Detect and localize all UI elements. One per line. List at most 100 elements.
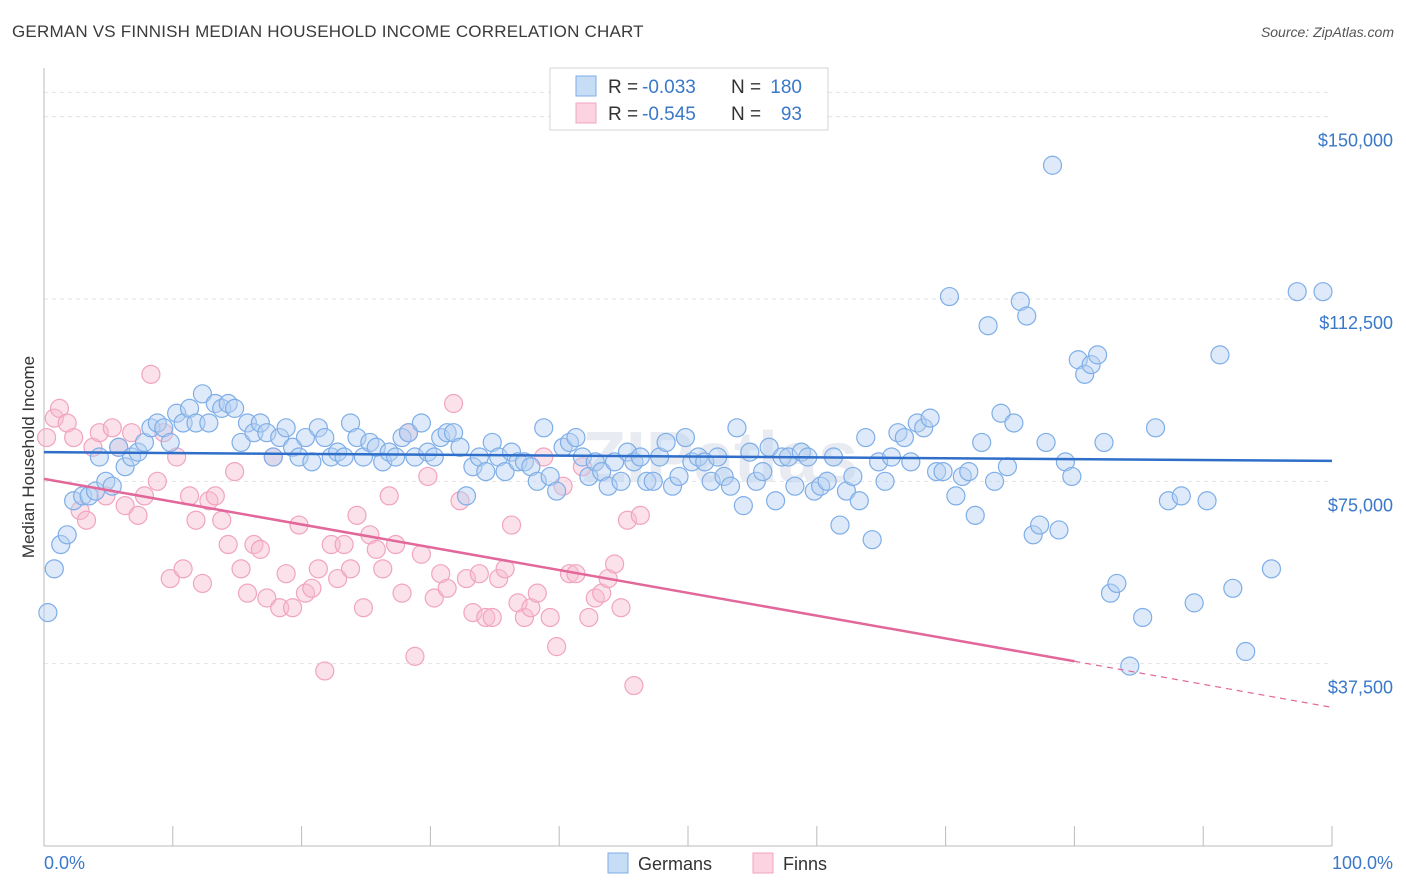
germans-point [289, 447, 309, 467]
bottom-legend: Germans Finns [607, 852, 827, 874]
finns-point [276, 564, 296, 584]
germans-point [740, 442, 760, 462]
germans-point [1075, 364, 1095, 384]
legend-n-value-germans: 180 [770, 77, 802, 98]
finns-point [173, 559, 193, 579]
germans-point [192, 384, 213, 404]
germans-point [604, 452, 625, 472]
germans-point [733, 496, 753, 516]
germans-point [386, 447, 406, 467]
germans-point [64, 491, 84, 511]
germans-point [547, 481, 567, 501]
finns-point [308, 559, 328, 579]
legend-swatch-germans [575, 75, 597, 97]
germans-point [643, 471, 663, 491]
finns-point [534, 447, 554, 467]
germans-point [746, 471, 766, 491]
germans-point [765, 491, 786, 511]
finns-point [154, 423, 174, 443]
germans-point [1184, 593, 1204, 613]
finns-point [141, 364, 161, 384]
germans-point [411, 413, 431, 433]
germans-point [57, 525, 77, 545]
finns-point [379, 486, 399, 506]
finns-point [44, 408, 64, 428]
germans-point [920, 408, 940, 428]
germans-point [1023, 525, 1043, 545]
germans-point [946, 486, 966, 506]
finns-point [89, 423, 109, 443]
finns-trend-extension [1074, 660, 1333, 709]
germans-points [38, 155, 1333, 676]
finns-point [443, 393, 464, 414]
finns-point [482, 607, 502, 628]
finns-point [347, 505, 367, 525]
germans-point [656, 432, 676, 453]
finns-point [469, 564, 489, 584]
bottom-legend-swatch-germans [607, 852, 629, 874]
finns-points [36, 364, 650, 696]
legend-r-value-germans: -0.033 [642, 77, 696, 98]
germans-point [817, 471, 837, 491]
germans-point [225, 398, 245, 418]
germans-point [398, 423, 419, 443]
germans-point [1087, 345, 1108, 365]
finns-point [540, 607, 560, 628]
finns-trend-line [43, 477, 1075, 663]
finns-point [630, 505, 650, 525]
germans-point [501, 442, 522, 462]
germans-point [308, 418, 328, 438]
legend-r-label-germans: R = [608, 77, 638, 98]
germans-point [527, 471, 547, 491]
finns-point [463, 602, 483, 623]
germans-point [1210, 345, 1230, 365]
germans-point [727, 418, 747, 438]
germans-point [270, 427, 290, 448]
legend-n-label-germans: N = [731, 77, 761, 98]
finns-point [115, 496, 135, 516]
legend: R = -0.033 N = 180 R = -0.545 N = 93 [549, 67, 829, 131]
germans-point [1081, 355, 1101, 375]
y-tick-label: $37,500 [1328, 678, 1393, 698]
finns-point [76, 510, 97, 530]
germans-point [334, 447, 354, 467]
germans-point [637, 471, 657, 491]
legend-n-label-finns: N = [731, 104, 761, 125]
finns-point [257, 588, 277, 608]
germans-point [926, 461, 947, 482]
germans-point [1158, 491, 1179, 511]
germans-point [257, 423, 277, 443]
germans-point [1133, 607, 1153, 628]
finns-point [64, 427, 84, 448]
germans-point [1145, 418, 1166, 438]
germans-point [894, 427, 914, 448]
chart-source: Source: ZipAtlas.com [1260, 24, 1394, 40]
germans-point [997, 457, 1018, 477]
finns-point [547, 637, 567, 657]
germans-point [1197, 491, 1217, 511]
germans-point [115, 457, 135, 477]
finns-point [476, 607, 496, 628]
germans-point [167, 403, 187, 423]
germans-point [508, 452, 528, 472]
germans-point [598, 476, 618, 496]
finns-point [302, 578, 322, 598]
germans-point [160, 432, 180, 453]
germans-point [463, 457, 483, 477]
finns-point [604, 554, 625, 574]
germans-point [901, 452, 921, 472]
finns-point [617, 510, 638, 530]
x-tick-label-max: 100.0% [1332, 853, 1393, 873]
finns-point [179, 486, 200, 506]
germans-point [914, 418, 934, 438]
finns-point [147, 471, 167, 491]
legend-n-value-finns: 93 [781, 104, 802, 125]
finns-point [334, 534, 354, 555]
germans-point [476, 461, 496, 482]
germans-point [44, 559, 64, 579]
legend-r-value-finns: -0.545 [642, 104, 696, 125]
germans-point [701, 471, 721, 491]
germans-point [675, 427, 696, 448]
finns-point [250, 539, 270, 559]
germans-point [295, 427, 316, 448]
